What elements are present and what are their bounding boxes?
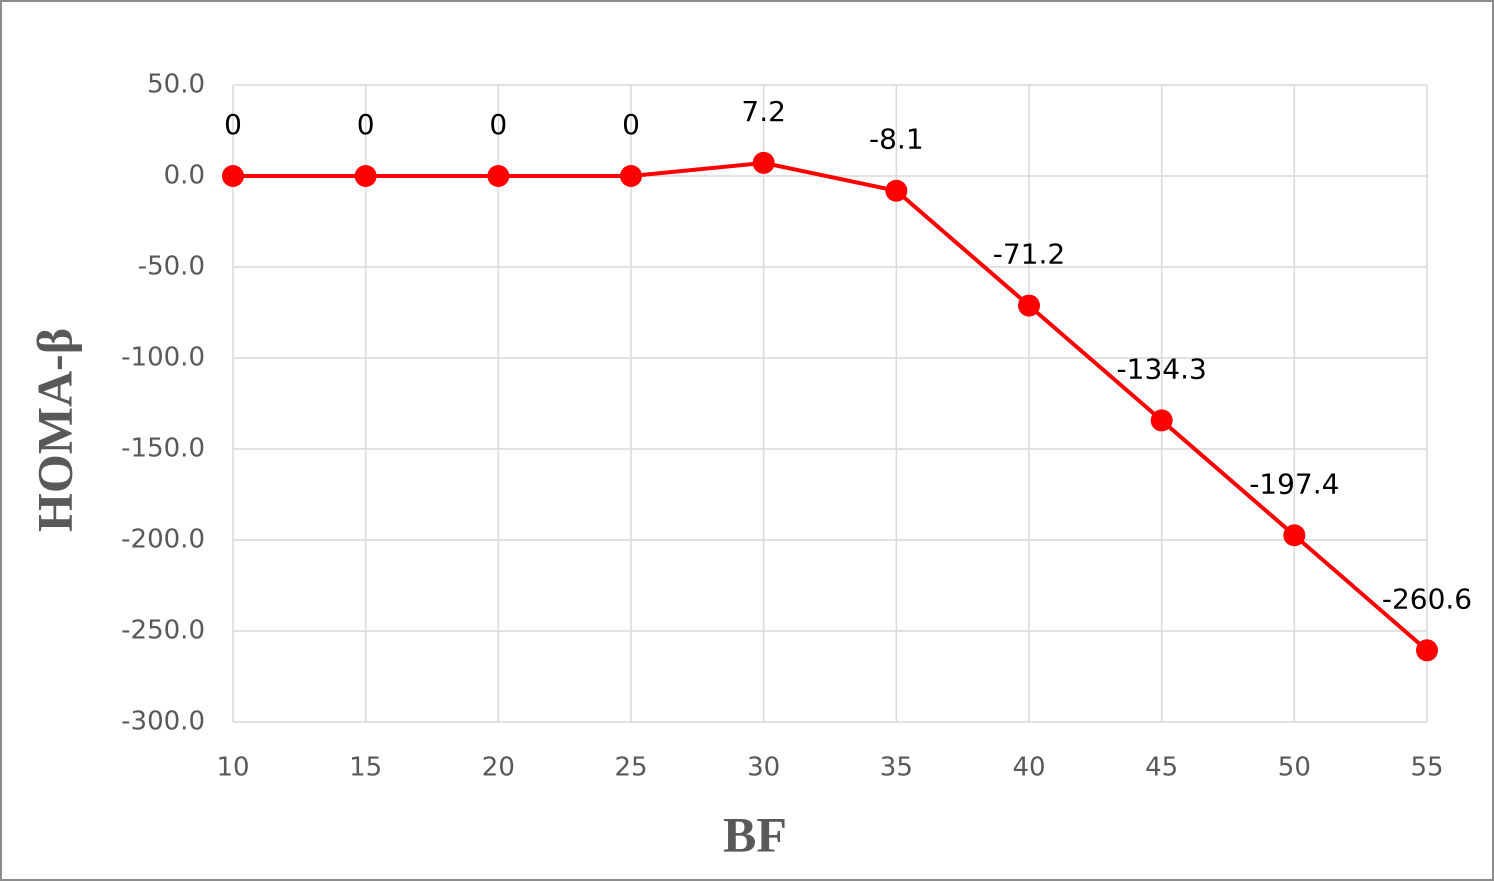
y-tick-label: -100.0 (121, 343, 205, 373)
data-label: 0 (357, 108, 375, 141)
data-label: 7.2 (741, 95, 786, 128)
y-tick-label: -50.0 (138, 252, 205, 282)
y-tick-label: -200.0 (121, 525, 205, 555)
marker (354, 165, 377, 187)
marker (752, 151, 775, 174)
x-axis-title: BF (723, 806, 787, 862)
x-tick-label: 15 (349, 753, 382, 783)
data-label: -260.6 (1382, 582, 1472, 615)
data-label: 0 (224, 108, 242, 141)
y-tick-label: 50.0 (147, 70, 205, 100)
marker (1283, 524, 1306, 547)
marker (1018, 294, 1040, 317)
data-label: 0 (622, 108, 640, 141)
x-tick-label: 55 (1410, 753, 1443, 783)
data-label: -134.3 (1117, 352, 1207, 385)
data-label: -8.1 (869, 123, 924, 156)
marker (487, 165, 510, 187)
x-tick-label: 25 (614, 753, 647, 783)
y-tick-label: -150.0 (121, 434, 205, 464)
y-tick-label: -250.0 (121, 616, 205, 646)
marker (620, 165, 642, 187)
data-label: -197.4 (1249, 467, 1339, 500)
marker (885, 179, 908, 202)
data-label: -71.2 (993, 238, 1065, 271)
x-tick-label: 45 (1145, 753, 1178, 783)
x-tick-label: 10 (216, 753, 249, 783)
x-tick-label: 50 (1278, 753, 1311, 783)
x-tick-label: 35 (880, 753, 913, 783)
x-tick-label: 20 (482, 753, 515, 783)
y-tick-label: 0.0 (164, 161, 205, 191)
y-axis-title: HOMA-β (26, 328, 82, 532)
marker (222, 165, 244, 187)
line (233, 160, 1429, 652)
marker (1416, 639, 1438, 662)
x-tick-label: 40 (1012, 753, 1045, 783)
x-tick-label: 30 (747, 753, 780, 783)
marker (1150, 409, 1173, 432)
data-label: 0 (489, 108, 507, 141)
y-tick-label: -300.0 (121, 707, 205, 737)
